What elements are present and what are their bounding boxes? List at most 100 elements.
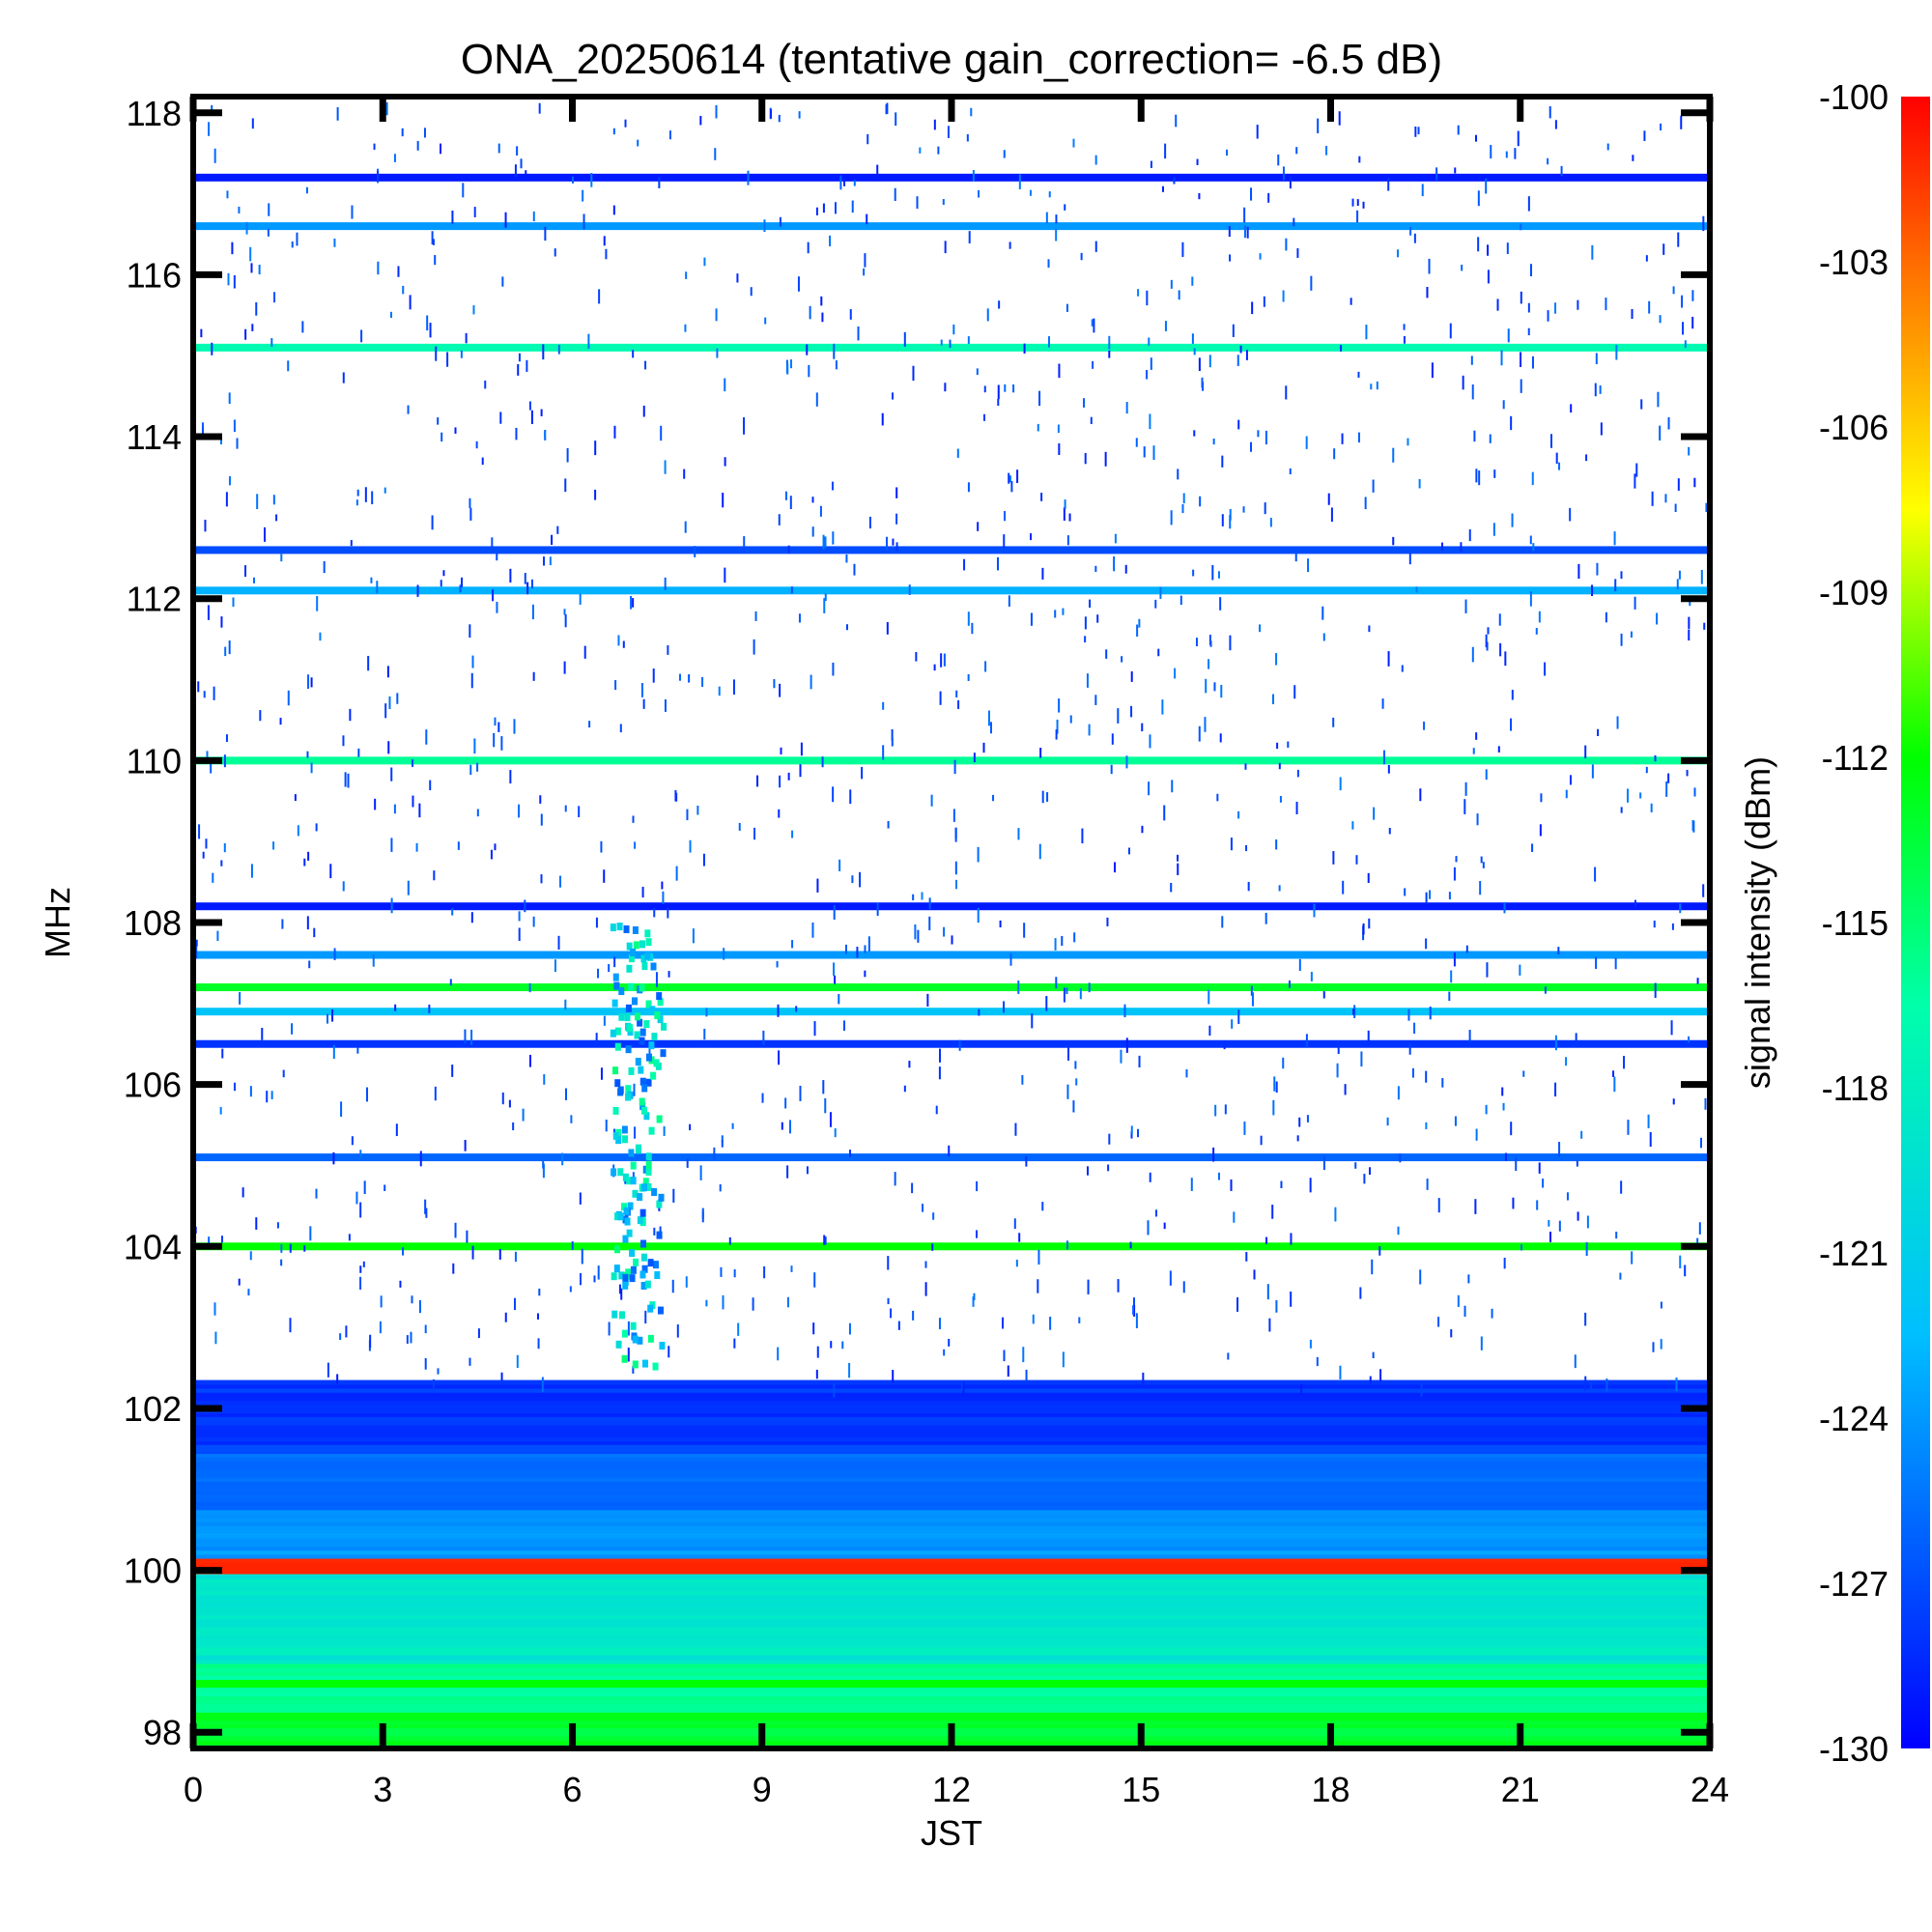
speckle-mark [806,1166,809,1175]
speckle-mark [627,1348,630,1362]
speckle-mark [313,927,316,938]
speckle-mark [588,721,591,728]
speckle-mark [213,686,215,700]
speckle-mark [797,276,800,292]
speckle-mark [821,312,824,323]
speckle-mark [1268,1318,1271,1332]
burst-mark [639,1028,646,1037]
speckle-mark [1037,1279,1039,1293]
speckle-mark [1181,242,1184,257]
speckle-mark [211,104,213,113]
speckle-mark [473,738,476,754]
speckle-mark [424,1199,427,1214]
speckle-mark [958,1039,961,1051]
burst-mark [622,1281,629,1290]
speckle-mark [250,864,253,878]
speckle-mark [563,609,566,615]
burst-mark [614,1212,621,1221]
speckle-mark [530,579,533,589]
speckle-mark [1089,599,1092,609]
speckle-mark [761,1093,764,1103]
speckle-mark [952,324,955,335]
speckle-mark [1462,375,1464,390]
speckle-mark [1054,610,1057,618]
frequency-band [193,1153,1710,1162]
speckle-mark [779,683,781,697]
speckle-mark [294,794,297,802]
speckle-mark [1216,793,1219,802]
speckle-mark [1676,579,1679,590]
speckle-mark [612,1128,615,1135]
speckle-mark [564,999,567,1010]
speckle-mark [355,1191,358,1205]
speckle-mark [1061,935,1064,947]
speckle-mark [373,143,376,150]
speckle-mark [249,1086,252,1097]
speckle-mark [1429,1007,1432,1020]
burst-mark [612,973,619,981]
speckle-mark [813,1021,816,1037]
speckle-mark [412,795,414,808]
speckle-mark [999,920,1002,928]
speckle-mark [1501,1087,1504,1096]
speckle-mark [554,248,556,257]
noise-floor-row [193,1574,1710,1579]
speckle-mark [396,693,399,704]
speckle-mark [1150,160,1152,168]
burst-mark [644,929,651,938]
speckle-mark [437,417,440,425]
speckle-mark [1677,478,1680,491]
speckle-mark [1539,824,1542,837]
noise-floor-row [193,1533,1710,1539]
speckle-mark [743,536,746,549]
speckle-mark [807,242,810,254]
speckle-mark [668,130,671,140]
speckle-mark [762,1030,765,1045]
speckle-mark [843,177,846,186]
colorbar-tick-label: -118 [1822,1068,1889,1108]
speckle-mark [416,584,419,597]
x-tick-label: 6 [562,1770,582,1809]
speckle-mark [1309,1178,1312,1193]
speckle-mark [721,1140,724,1148]
burst-mark [617,1168,624,1177]
speckle-mark [204,520,207,532]
speckle-mark [1464,599,1467,613]
speckle-mark [1634,899,1636,907]
speckle-mark [597,968,600,979]
speckle-mark [1198,357,1201,372]
speckle-mark [1157,648,1160,657]
speckle-mark [1245,1252,1248,1262]
speckle-mark [464,1029,467,1044]
speckle-mark [613,956,616,968]
colorbar-tick-label: -121 [1819,1234,1889,1273]
speckle-mark [912,365,915,382]
speckle-mark [1597,728,1600,736]
speckle-mark [1502,1102,1505,1111]
burst-mark [635,1144,641,1152]
speckle-mark [831,481,834,491]
speckle-mark [1285,385,1288,400]
speckle-mark [264,526,267,542]
speckle-mark [1290,1233,1293,1245]
speckle-mark [1426,1179,1429,1190]
noise-floor-row [193,1436,1710,1442]
frequency-band [193,546,1710,554]
burst-mark [625,1004,632,1012]
burst-mark [647,1334,654,1343]
speckle-mark [244,328,247,340]
speckle-mark [997,556,1000,571]
speckle-mark [781,1122,783,1130]
y-tick-label: 112 [127,580,182,619]
speckle-mark [1365,325,1368,340]
speckle-mark [1208,989,1210,1005]
burst-mark [624,1013,631,1022]
burst-mark [622,1173,629,1181]
speckle-mark [699,1165,702,1180]
speckle-mark [777,1004,780,1017]
speckle-mark [419,1151,422,1167]
speckle-mark [1387,764,1390,774]
speckle-mark [308,960,311,969]
speckle-mark [1652,1342,1655,1352]
speckle-mark [1688,446,1690,456]
